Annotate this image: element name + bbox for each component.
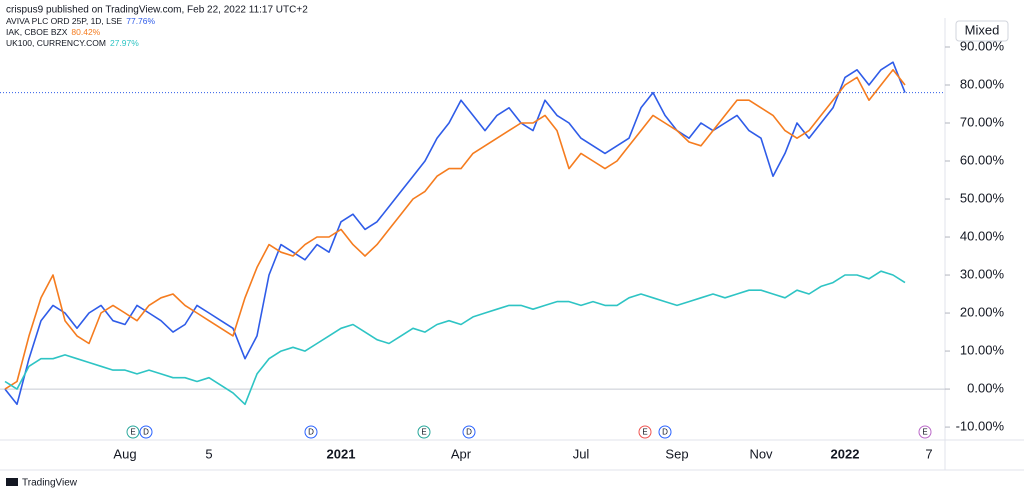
legend-entry: UK100, CURRENCY.COM 27.97% (6, 38, 139, 48)
y-tick-label: 30.00% (960, 266, 1005, 281)
event-label: E (130, 428, 135, 437)
y-tick-label: 60.00% (960, 152, 1005, 167)
y-tick-label: 50.00% (960, 190, 1005, 205)
legend-name: IAK, CBOE BZX (6, 27, 68, 37)
series-line (4, 270, 906, 406)
x-tick-label: Aug (113, 446, 136, 461)
event-label: E (922, 428, 927, 437)
x-tick-label: 7 (925, 446, 932, 461)
series-line (4, 69, 906, 390)
legend-entry: AVIVA PLC ORD 25P, 1D, LSE 77.76% (6, 16, 156, 26)
y-tick-label: 0.00% (967, 381, 1004, 396)
legend-name: AVIVA PLC ORD 25P, 1D, LSE (6, 16, 123, 26)
event-marker (918, 425, 932, 439)
y-tick-label: 90.00% (960, 38, 1005, 53)
legend-entry: IAK, CBOE BZX 80.42% (6, 27, 101, 37)
event-marker (638, 425, 652, 439)
y-tick-label: 80.00% (960, 76, 1005, 91)
y-tick-label: 70.00% (960, 114, 1005, 129)
event-marker (658, 425, 672, 439)
event-label: E (642, 428, 647, 437)
scale-mode[interactable]: Mixed (965, 22, 1000, 37)
event-marker (462, 425, 476, 439)
x-tick-label: 5 (205, 446, 212, 461)
event-label: E (421, 428, 426, 437)
footer: TradingView (22, 478, 78, 489)
event-marker (139, 425, 153, 439)
y-tick-label: 40.00% (960, 228, 1005, 243)
legend-value: 80.42% (71, 27, 100, 37)
x-tick-label: Jul (573, 446, 590, 461)
event-marker (304, 425, 318, 439)
y-tick-label: 20.00% (960, 304, 1005, 319)
event-label: D (662, 428, 668, 437)
x-tick-label: Nov (749, 446, 773, 461)
event-marker (126, 425, 140, 439)
event-label: D (143, 428, 149, 437)
x-tick-label: Sep (665, 446, 688, 461)
x-tick-label: Apr (451, 446, 472, 461)
series-line (4, 61, 906, 406)
y-tick-label: -10.00% (956, 419, 1005, 434)
legend-name: UK100, CURRENCY.COM (6, 38, 106, 48)
legend-value: 27.97% (110, 38, 139, 48)
event-label: D (308, 428, 314, 437)
scale-mode-box[interactable] (955, 20, 1009, 42)
y-tick-label: 10.00% (960, 342, 1005, 357)
legend-value: 77.76% (126, 16, 155, 26)
header: crispus9 published on TradingView.com, F… (6, 5, 308, 16)
x-tick-label: 2022 (831, 446, 860, 461)
event-label: D (466, 428, 472, 437)
event-marker (417, 425, 431, 439)
logo (6, 478, 18, 486)
x-tick-label: 2021 (327, 446, 356, 461)
